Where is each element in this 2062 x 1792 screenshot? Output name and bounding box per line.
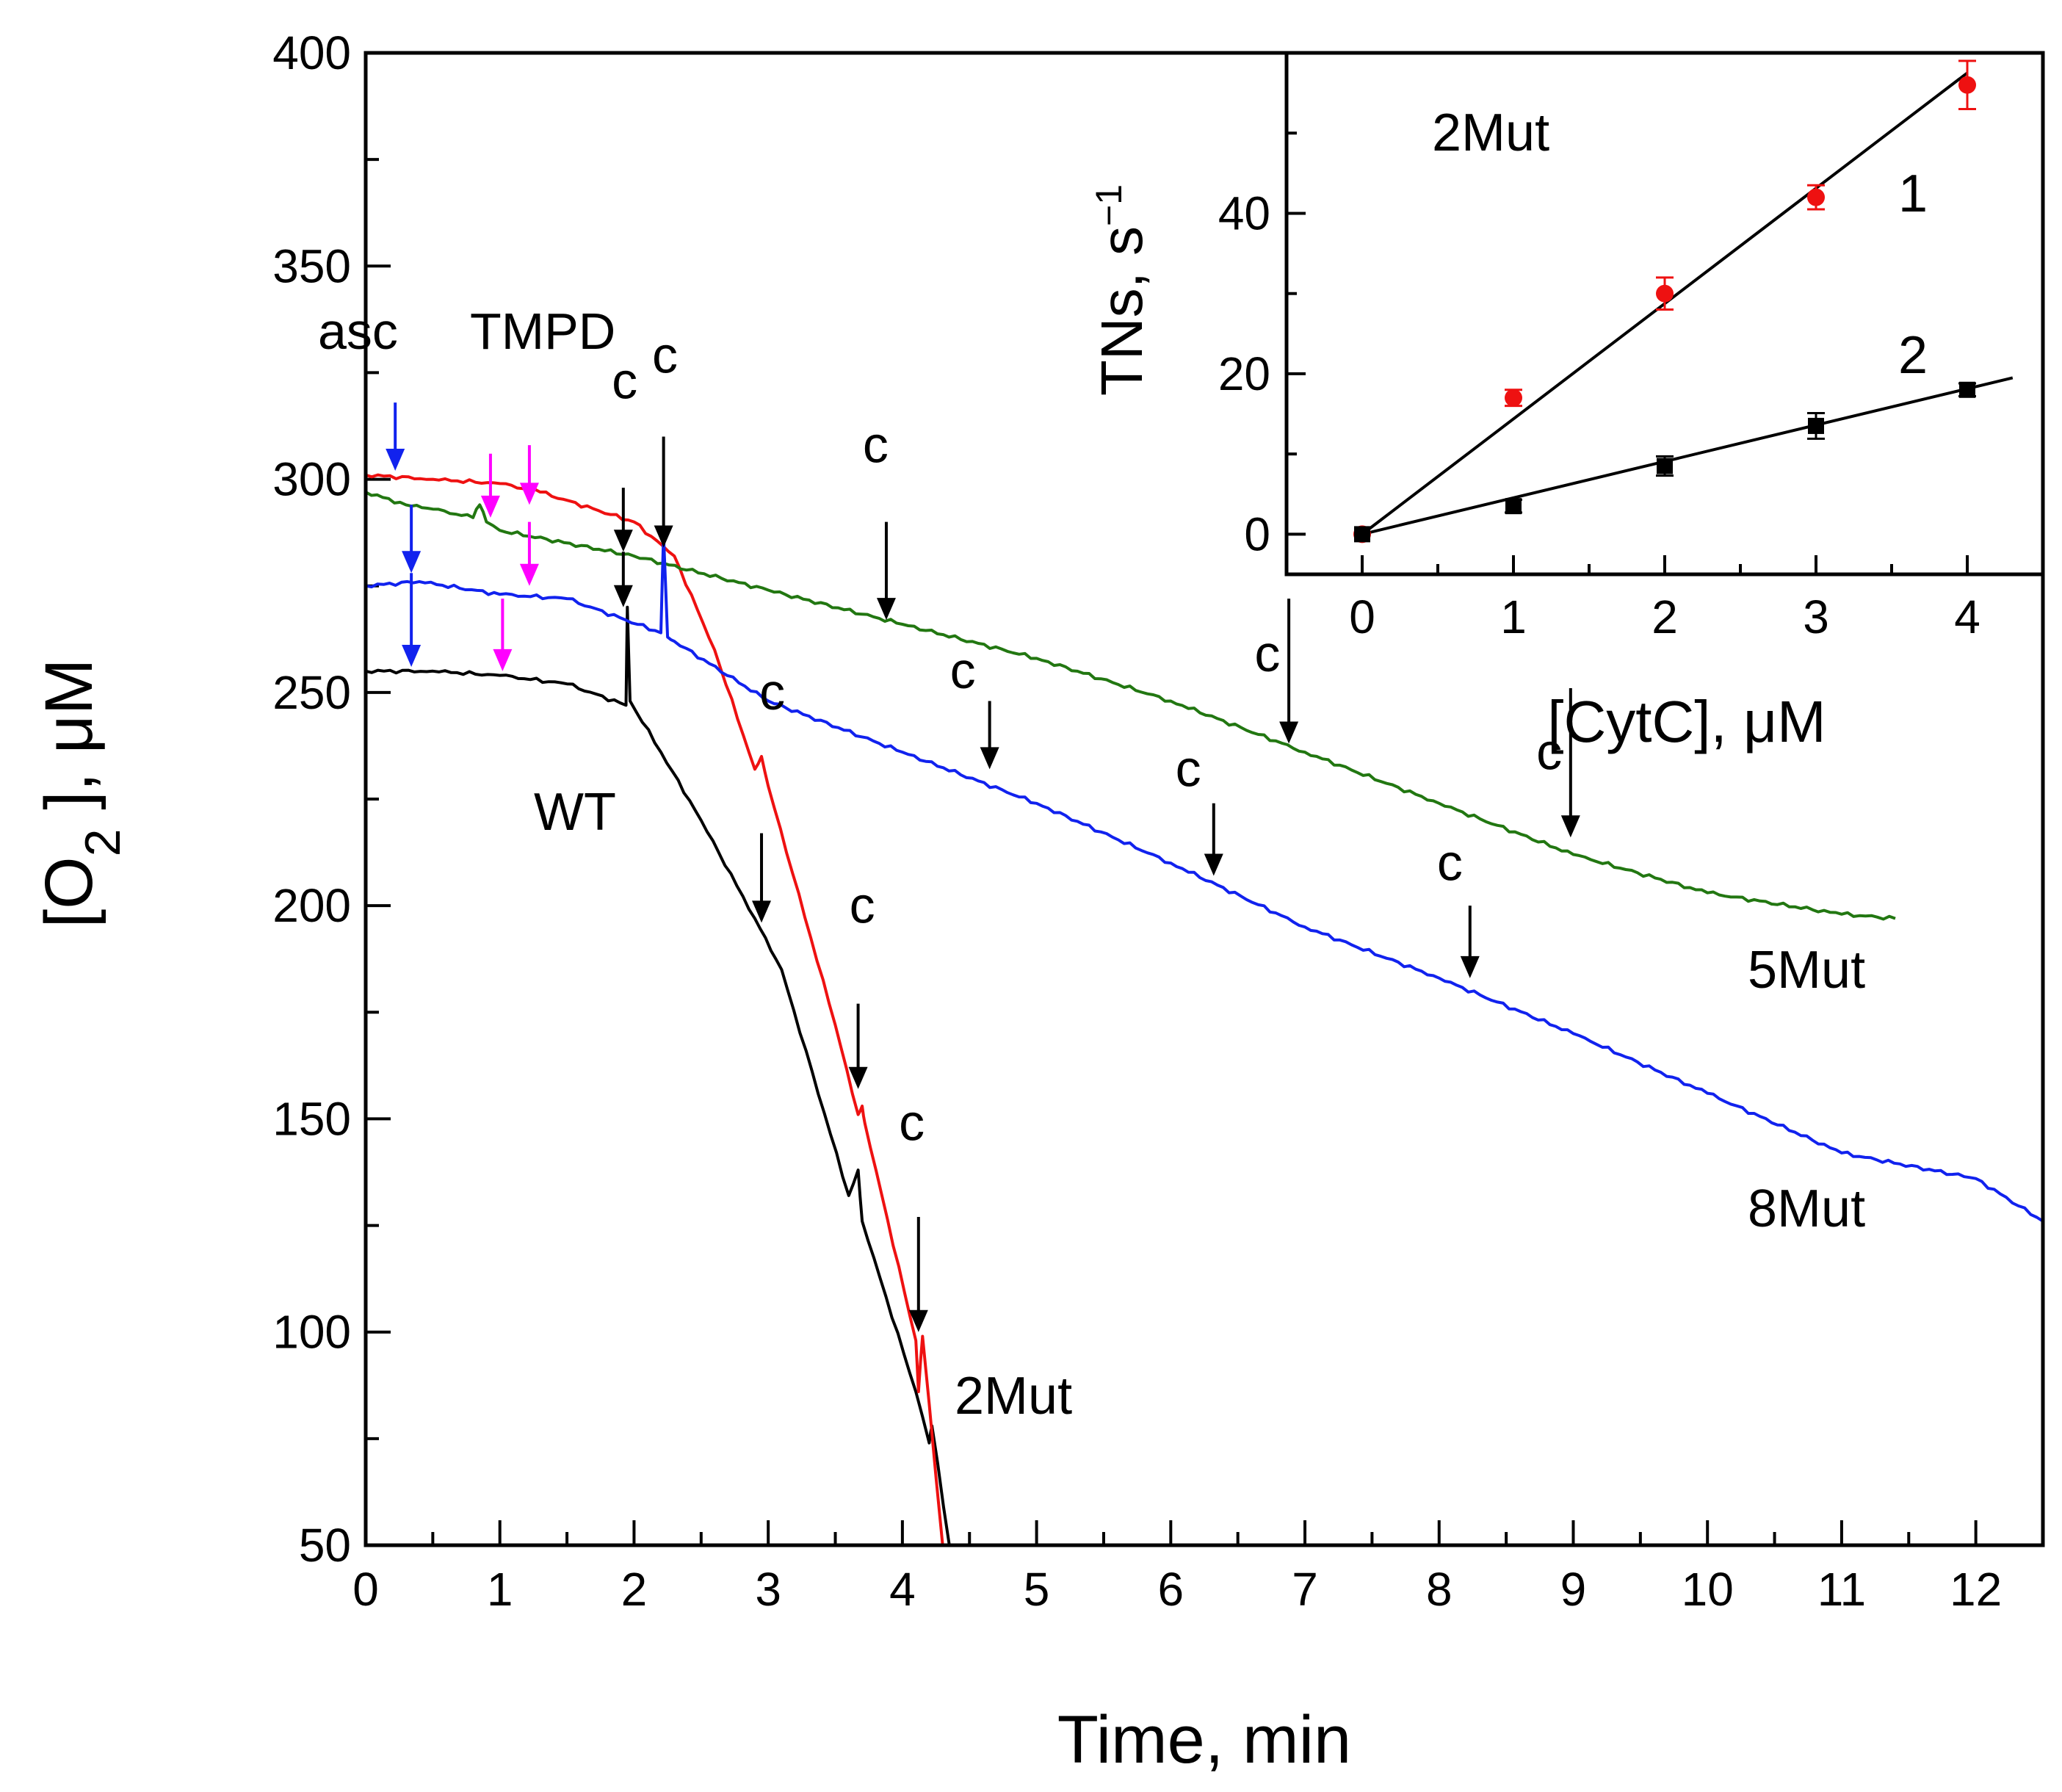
series-2mut <box>365 473 944 1546</box>
inset-point-2 <box>1505 498 1522 515</box>
main-chart: 0 1 2 3 4 5 6 7 8 9 10 11 1250100150200250300350400 … <box>32 26 2045 1777</box>
arrow-head <box>752 900 772 923</box>
inset-label-2: 2 <box>1898 326 1928 385</box>
arrow-head <box>654 525 673 548</box>
x-tick-label: 9 <box>1560 1563 1587 1616</box>
inset-y-tick-label: 40 <box>1218 187 1270 239</box>
c-label: c <box>612 352 637 409</box>
main-axes-frame <box>363 51 2045 1547</box>
arrow-head <box>613 585 633 607</box>
inset-point-2 <box>1354 526 1370 543</box>
inset-y-label: TNs, s−1 <box>1088 184 1154 396</box>
y-tick-label: 50 <box>299 1519 351 1572</box>
c-label: c <box>899 1094 925 1151</box>
inset-y-tick-label: 20 <box>1218 347 1270 400</box>
y-tick-label: 150 <box>272 1092 351 1145</box>
arrow-head <box>908 1309 928 1332</box>
inset-label-1: 1 <box>1898 165 1928 223</box>
arrow-head <box>519 563 539 586</box>
arrow-head <box>480 495 500 518</box>
c-label: c <box>1437 834 1463 891</box>
arrow-head <box>402 645 422 668</box>
label-2mut: 2Mut <box>955 1367 1072 1426</box>
x-tick-label: 7 <box>1292 1563 1318 1616</box>
x-tick-label: 5 <box>1024 1563 1050 1616</box>
label-8mut: 8Mut <box>1748 1179 1865 1238</box>
c-label: c <box>863 416 889 473</box>
inset-x-label: [CytC], μM <box>1547 689 1826 754</box>
inset-point-1 <box>1958 76 1976 94</box>
x-tick-label: 12 <box>1950 1563 2002 1616</box>
inset-background <box>1287 53 2043 574</box>
y-tick-label: 200 <box>272 879 351 932</box>
y-tick-label: 300 <box>272 453 351 506</box>
x-tick-label: 3 <box>755 1563 781 1616</box>
c-label: c <box>850 876 875 933</box>
arrow-head <box>876 598 896 621</box>
arrow-head <box>1460 955 1480 978</box>
series-5mut <box>365 491 1896 921</box>
inset-x-tick-label: 0 <box>1349 590 1375 643</box>
inset-point-1 <box>1807 188 1825 206</box>
asc-label: asc <box>318 303 398 360</box>
arrow-head <box>613 530 633 552</box>
inset-points <box>1353 59 1976 543</box>
x-tick-label: 2 <box>621 1563 648 1616</box>
inset-y-tick-label: 0 <box>1244 507 1270 560</box>
c-label: c <box>950 642 976 699</box>
arrow-head <box>519 483 539 505</box>
inset-x-tick-label: 2 <box>1652 590 1678 643</box>
arrow-head <box>980 747 999 770</box>
inset-fit-2 <box>1361 376 2014 536</box>
c-label: c <box>1536 723 1562 780</box>
arrow-head <box>402 551 422 574</box>
arrow-head <box>1204 853 1223 876</box>
x-tick-label: 1 <box>487 1563 513 1616</box>
inset-point-2 <box>1959 381 1975 398</box>
y-tick-label: 100 <box>272 1306 351 1359</box>
x-tick-label: 8 <box>1426 1563 1453 1616</box>
arrow-head <box>1279 721 1299 744</box>
inset-axes-frame <box>1284 51 2045 577</box>
c-label: c <box>1176 740 1201 798</box>
inset-point-1 <box>1656 284 1674 303</box>
x-axis-label: Time, min <box>1057 1702 1351 1777</box>
main-arrows <box>386 402 1580 1332</box>
inset-point-2 <box>1657 458 1673 474</box>
arrow-head <box>1560 815 1580 838</box>
y-tick-label: 250 <box>272 666 351 719</box>
arrow-head <box>848 1066 868 1089</box>
inset-x-tick-label: 4 <box>1954 590 1980 643</box>
y-tick-label: 400 <box>272 26 351 79</box>
c-label: c <box>759 663 785 720</box>
tmpd-label: TMPD <box>470 303 615 360</box>
series-8mut <box>365 533 2044 1223</box>
arrow-head <box>493 648 513 671</box>
inset-point-1 <box>1505 389 1522 407</box>
arrow-head <box>386 448 405 471</box>
wt-label: WT <box>534 783 616 842</box>
series-wt <box>365 605 951 1546</box>
inset-title: 2Mut <box>1432 104 1549 162</box>
y-tick-label: 350 <box>272 239 351 292</box>
x-tick-label: 11 <box>1817 1563 1866 1616</box>
inset-point-2 <box>1808 417 1824 434</box>
c-label: c <box>652 326 678 383</box>
inset-x-tick-label: 3 <box>1803 590 1829 643</box>
x-tick-label: 10 <box>1682 1563 1734 1616</box>
x-tick-label: 6 <box>1158 1563 1184 1616</box>
x-tick-label: 0 <box>352 1563 379 1616</box>
y-axis-label: [O2 ], μM <box>32 659 131 928</box>
main-series <box>365 473 2044 1546</box>
label-5mut: 5Mut <box>1748 941 1865 1000</box>
x-tick-label: 4 <box>889 1563 916 1616</box>
inset-x-tick-label: 1 <box>1500 590 1527 643</box>
c-label: c <box>1254 625 1280 682</box>
